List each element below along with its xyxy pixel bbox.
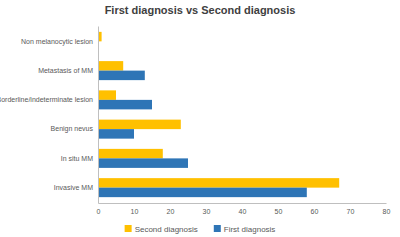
bar [98, 100, 152, 110]
bar [98, 71, 145, 81]
x-tick: 60 [311, 203, 319, 215]
x-tick: 80 [383, 203, 391, 215]
x-tick-label: 20 [167, 208, 175, 215]
x-tick: 30 [203, 203, 211, 215]
x-axis: 0 10 20 30 40 50 60 70 80 [97, 203, 391, 215]
y-tick: Invasive MM [54, 184, 98, 191]
plot: 0 10 20 30 40 50 60 70 80 Non melanocytic lesion M… [0, 27, 390, 215]
chart: First diagnosis vs Second diagnosis 0 10 20… [0, 0, 400, 237]
x-tick-label: 0 [97, 208, 101, 215]
y-tick-label: In situ MM [61, 155, 93, 162]
x-tick-label: 50 [275, 208, 283, 215]
legend-label: First diagnosis [224, 225, 276, 234]
y-tick: Non melanocytic lesion [21, 38, 98, 46]
bar [98, 158, 188, 168]
x-tick-label: 80 [383, 208, 391, 215]
y-tick-label: Non melanocytic lesion [21, 38, 93, 46]
x-tick-label: 40 [239, 208, 247, 215]
legend: Second diagnosis First diagnosis [125, 225, 276, 234]
legend-swatch [214, 225, 221, 232]
y-axis: Non melanocytic lesion Metastasis of MM Bo… [0, 27, 99, 204]
y-tick-label: Benign nevus [51, 125, 94, 133]
x-tick: 50 [275, 203, 283, 215]
bar [98, 120, 181, 130]
bar [98, 90, 116, 100]
x-axis-line [99, 203, 387, 204]
x-tick-label: 70 [347, 208, 355, 215]
bars [98, 32, 339, 197]
x-tick: 10 [131, 203, 139, 215]
x-tick: 0 [97, 203, 101, 215]
y-axis-line [98, 27, 99, 204]
x-tick-label: 30 [203, 208, 211, 215]
x-tick-label: 10 [131, 208, 139, 215]
legend-swatch [125, 225, 132, 232]
x-tick: 70 [347, 203, 355, 215]
y-tick: Borderline/indeterminate lesion [0, 96, 98, 103]
y-tick-label: Invasive MM [54, 184, 93, 191]
bar [98, 188, 307, 198]
legend-label: Second diagnosis [135, 225, 198, 234]
bar [98, 178, 339, 188]
y-tick: In situ MM [61, 155, 98, 162]
legend-item: First diagnosis [214, 225, 276, 234]
x-tick-label: 60 [311, 208, 319, 215]
legend-item: Second diagnosis [125, 225, 198, 234]
bar [98, 149, 163, 159]
y-tick-label: Borderline/indeterminate lesion [0, 96, 93, 103]
title: First diagnosis vs Second diagnosis [105, 4, 296, 16]
y-tick: Metastasis of MM [38, 67, 98, 74]
bar [98, 129, 134, 139]
y-tick: Benign nevus [51, 125, 98, 133]
bar [98, 61, 123, 71]
x-tick: 20 [167, 203, 175, 215]
x-tick: 40 [239, 203, 247, 215]
y-tick-label: Metastasis of MM [38, 67, 93, 74]
